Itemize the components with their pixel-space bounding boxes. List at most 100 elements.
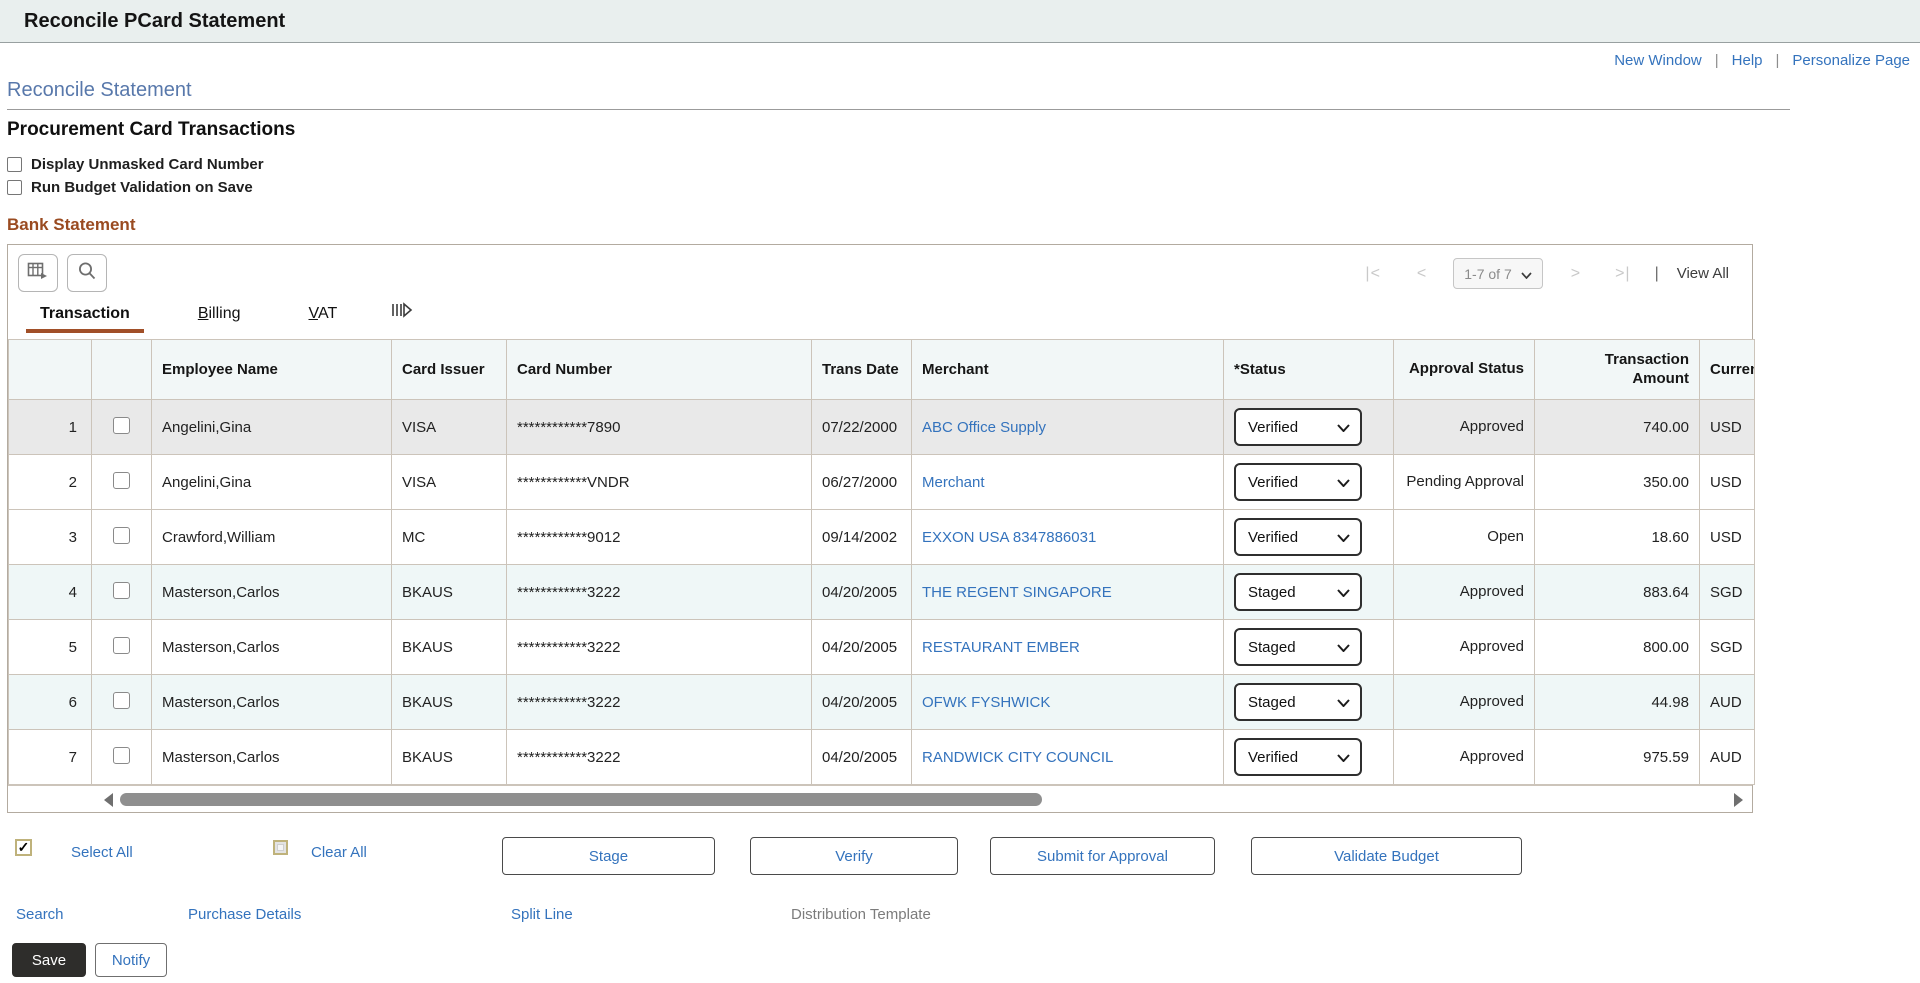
row-number: 2 (8, 454, 92, 510)
scrollbar-thumb[interactable] (120, 793, 1042, 806)
status-select[interactable]: Verified (1234, 408, 1362, 446)
scroll-right-arrow-icon[interactable] (1734, 793, 1743, 807)
trans-date-cell: 04/20/2005 (811, 619, 912, 675)
card-issuer-cell: MC (391, 509, 507, 565)
currency-cell: USD (1699, 399, 1755, 455)
next-page-button[interactable]: > (1570, 264, 1582, 282)
row-number: 3 (8, 509, 92, 565)
merchant-link[interactable]: EXXON USA 8347886031 (922, 528, 1097, 546)
view-all-link[interactable]: View All (1676, 265, 1729, 282)
table-row: 3 Crawford,William MC ************9012 0… (8, 509, 1755, 565)
merchant-link[interactable]: OFWK FYSHWICK (922, 693, 1051, 711)
last-page-button[interactable]: >| (1615, 264, 1631, 282)
personalize-grid-button[interactable] (18, 254, 58, 292)
merchant-link[interactable]: RESTAURANT EMBER (922, 638, 1080, 656)
transaction-amount-header: Transaction Amount (1534, 339, 1700, 400)
purchase-details-link[interactable]: Purchase Details (188, 906, 302, 923)
card-number-cell: ************9012 (506, 509, 812, 565)
row-checkbox[interactable] (113, 471, 130, 489)
separator: | (1654, 264, 1659, 282)
previous-page-button[interactable]: < (1416, 264, 1428, 282)
card-issuer-cell: BKAUS (391, 674, 507, 730)
select-all-link[interactable]: Select All (71, 844, 133, 861)
status-value: Verified (1248, 528, 1299, 546)
tab-transaction[interactable]: Transaction (26, 301, 144, 333)
run-budget-checkbox[interactable] (7, 180, 22, 195)
status-select[interactable]: Staged (1234, 573, 1362, 611)
employee-name-cell: Masterson,Carlos (151, 674, 392, 730)
clear-all-link[interactable]: Clear All (311, 844, 367, 861)
card-number-cell: ************3222 (506, 674, 812, 730)
search-link[interactable]: Search (16, 906, 64, 923)
transaction-amount-cell: 975.59 (1534, 729, 1700, 785)
merchant-link[interactable]: Merchant (922, 473, 985, 491)
employee-name-cell: Masterson,Carlos (151, 729, 392, 785)
approval-status-cell: Approved (1393, 619, 1535, 675)
tab-billing[interactable]: Billing (197, 305, 241, 322)
page-title: Reconcile PCard Statement (24, 9, 286, 32)
card-issuer-cell: VISA (391, 399, 507, 455)
trans-date-cell: 04/20/2005 (811, 729, 912, 785)
table-row: 7 Masterson,Carlos BKAUS ************322… (8, 729, 1755, 785)
horizontal-scrollbar[interactable] (8, 785, 1752, 812)
merchant-link[interactable]: THE REGENT SINGAPORE (922, 583, 1112, 601)
status-select[interactable]: Staged (1234, 628, 1362, 666)
grid-actions-row: ✓ Select All Clear All Stage Verify Subm… (7, 837, 1920, 879)
table-header-row: Employee Name Card Issuer Card Number Tr… (8, 339, 1755, 400)
save-button[interactable]: Save (12, 943, 86, 977)
validate-budget-button[interactable]: Validate Budget (1251, 837, 1522, 875)
row-checkbox[interactable] (113, 636, 130, 654)
notify-button[interactable]: Notify (95, 943, 167, 977)
row-checkbox[interactable] (113, 746, 130, 764)
status-select[interactable]: Verified (1234, 738, 1362, 776)
row-checkbox[interactable] (113, 581, 130, 599)
verify-button[interactable]: Verify (750, 837, 958, 875)
chevron-down-icon (1337, 529, 1350, 546)
card-issuer-cell: BKAUS (391, 729, 507, 785)
personalize-page-link[interactable]: Personalize Page (1792, 52, 1910, 69)
row-checkbox[interactable] (113, 416, 130, 434)
merchant-link[interactable]: ABC Office Supply (922, 418, 1046, 436)
merchant-link[interactable]: RANDWICK CITY COUNCIL (922, 748, 1114, 766)
stage-button[interactable]: Stage (502, 837, 715, 875)
approval-status-header: Approval Status (1393, 339, 1535, 400)
transaction-amount-cell: 350.00 (1534, 454, 1700, 510)
chevron-down-icon (1521, 266, 1532, 282)
bank-statement-title: Bank Statement (7, 215, 136, 234)
row-checkbox[interactable] (113, 691, 130, 709)
grid-icon (27, 261, 49, 286)
row-checkbox[interactable] (113, 526, 130, 544)
status-select[interactable]: Verified (1234, 518, 1362, 556)
show-all-tabs-icon[interactable] (391, 302, 413, 333)
card-number-cell: ************3222 (506, 564, 812, 620)
table-row: 1 Angelini,Gina VISA ************7890 07… (8, 399, 1755, 455)
table-row: 5 Masterson,Carlos BKAUS ************322… (8, 619, 1755, 675)
select-all-checkbox-icon[interactable]: ✓ (15, 839, 32, 856)
card-issuer-header: Card Issuer (391, 339, 507, 400)
status-select[interactable]: Staged (1234, 683, 1362, 721)
first-page-button[interactable]: |< (1365, 264, 1381, 282)
window-title-bar: Reconcile PCard Statement (0, 0, 1920, 43)
status-select[interactable]: Verified (1234, 463, 1362, 501)
table-row: 6 Masterson,Carlos BKAUS ************322… (8, 674, 1755, 730)
new-window-link[interactable]: New Window (1614, 52, 1702, 69)
card-number-cell: ************7890 (506, 399, 812, 455)
status-value: Verified (1248, 473, 1299, 491)
split-line-link[interactable]: Split Line (511, 906, 573, 923)
tab-vat[interactable]: VAT (308, 305, 338, 322)
clear-all-checkbox-icon[interactable] (273, 840, 288, 855)
table-row: 2 Angelini,Gina VISA ************VNDR 06… (8, 454, 1755, 510)
separator: | (1775, 52, 1780, 69)
scroll-left-arrow-icon[interactable] (104, 793, 113, 807)
submit-for-approval-button[interactable]: Submit for Approval (990, 837, 1215, 875)
display-unmasked-checkbox[interactable] (7, 157, 22, 172)
row-number: 7 (8, 729, 92, 785)
card-number-cell: ************VNDR (506, 454, 812, 510)
help-link[interactable]: Help (1731, 52, 1763, 69)
trans-date-cell: 07/22/2000 (811, 399, 912, 455)
trans-date-cell: 04/20/2005 (811, 674, 912, 730)
zoom-grid-button[interactable] (67, 254, 107, 292)
display-unmasked-label: Display Unmasked Card Number (31, 156, 264, 173)
row-range-select[interactable]: 1-7 of 7 (1453, 258, 1543, 289)
currency-cell: SGD (1699, 564, 1755, 620)
